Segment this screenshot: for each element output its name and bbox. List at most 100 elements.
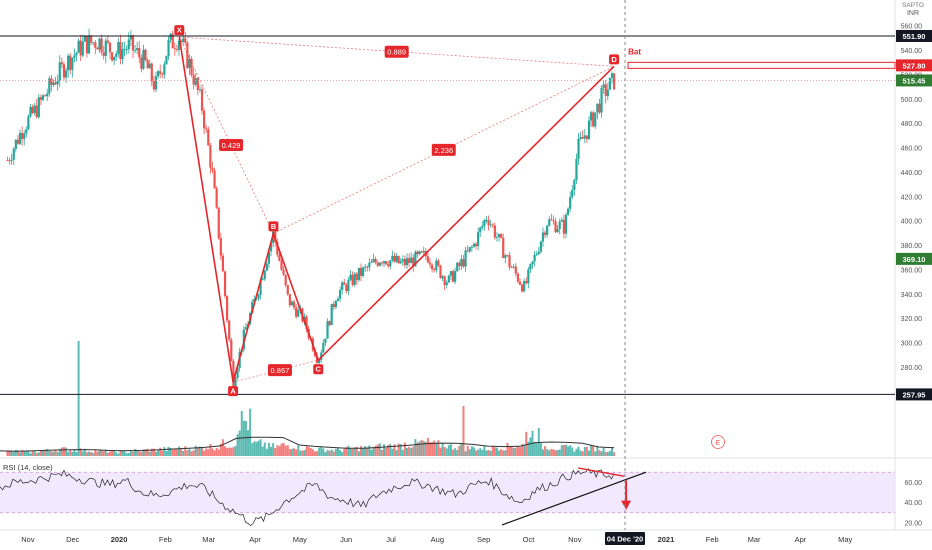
volume-bar (152, 448, 155, 456)
volume-bar (495, 447, 498, 456)
volume-bar (192, 450, 195, 456)
candle (96, 46, 99, 50)
candle (263, 269, 266, 281)
earnings-marker-icon[interactable] (711, 435, 725, 449)
volume-bar (31, 451, 34, 456)
candle (548, 216, 551, 227)
rsi-support-trendline[interactable] (501, 471, 647, 526)
volume-bar (347, 445, 350, 456)
time-tick-label: Feb (706, 535, 719, 544)
volume-bar (351, 448, 354, 456)
candle (520, 283, 524, 293)
candle (439, 264, 442, 279)
candle (343, 278, 346, 285)
candle (292, 299, 296, 311)
candle (589, 110, 593, 127)
candle (566, 207, 570, 217)
candle (211, 161, 214, 174)
candle (140, 54, 143, 73)
candle (44, 94, 47, 97)
candle (529, 263, 532, 273)
pattern-point-x[interactable]: X (174, 25, 185, 36)
volume-bar (75, 452, 78, 456)
candle (454, 267, 457, 285)
volume-bar (481, 449, 484, 456)
volume-bar (460, 443, 463, 456)
volume-bar (512, 447, 515, 456)
candle (399, 257, 402, 265)
volume-bar (558, 449, 561, 456)
candle (276, 238, 279, 258)
candle (230, 337, 233, 362)
volume-bar (58, 448, 61, 456)
volume-bar (449, 444, 452, 456)
candle (606, 82, 609, 101)
volume-bar (215, 447, 218, 456)
volume-bar (90, 451, 93, 456)
volume-bar (290, 448, 293, 456)
rsi-divergence-line[interactable] (578, 467, 625, 477)
volume-ma-line (0, 436, 615, 452)
candle (338, 286, 342, 303)
pattern-point-b[interactable]: B (268, 221, 279, 232)
pattern-point-c[interactable]: C (313, 364, 324, 375)
candle (31, 104, 34, 115)
volume-bar (205, 448, 208, 456)
volume-bar (399, 444, 402, 456)
volume-bar (165, 451, 168, 456)
candle (391, 250, 394, 263)
candle (23, 130, 26, 146)
volume-bar (479, 448, 482, 456)
volume-bar (150, 448, 153, 456)
prz-box[interactable] (627, 61, 896, 69)
volume-bar (67, 451, 70, 456)
candle (351, 271, 354, 287)
pattern-point-a[interactable]: A (228, 386, 239, 397)
candle (537, 246, 540, 256)
candle (14, 139, 17, 153)
rsi-line[interactable] (0, 468, 615, 527)
time-tick-label: Oct (523, 535, 536, 544)
volume-bar (324, 452, 327, 456)
candle (8, 157, 11, 165)
volume-bar (466, 445, 469, 456)
candle (449, 270, 453, 280)
candle (594, 112, 597, 129)
volume-bar (516, 446, 519, 456)
volume-bar (600, 451, 603, 456)
volume-bar (163, 447, 166, 456)
price-level-tag: 515.45 (896, 74, 932, 87)
volume-bar (92, 452, 95, 456)
volume-bar (500, 449, 503, 456)
volume-bar (328, 450, 331, 456)
volume-bar (504, 450, 507, 456)
svg-text:04 Dec '20: 04 Dec '20 (607, 535, 643, 544)
bat-pattern-legs[interactable] (178, 36, 615, 383)
volume-bar (587, 450, 590, 456)
candle (284, 274, 287, 288)
svg-text:X: X (177, 26, 182, 35)
volume-bar (144, 449, 147, 456)
pattern-point-d[interactable]: D (609, 54, 620, 65)
candle (535, 251, 538, 257)
volume-bar (217, 449, 220, 456)
candle (556, 224, 559, 233)
candle (552, 215, 555, 225)
candle (223, 270, 227, 299)
candle (560, 217, 563, 222)
volume-bar (46, 448, 49, 456)
volume-bar (611, 447, 614, 456)
volume-bar (169, 447, 172, 456)
price-tick-label: 300.00 (901, 341, 923, 348)
price-pane[interactable] (0, 0, 895, 398)
volume-bar (154, 451, 157, 456)
volume-bar (464, 451, 467, 456)
volume-bar (355, 446, 358, 456)
price-axis[interactable] (895, 0, 932, 530)
candle (41, 94, 45, 102)
candle (136, 41, 139, 55)
volume-bar (433, 440, 436, 456)
volume-bar (125, 453, 128, 456)
volume-bar (272, 443, 275, 456)
